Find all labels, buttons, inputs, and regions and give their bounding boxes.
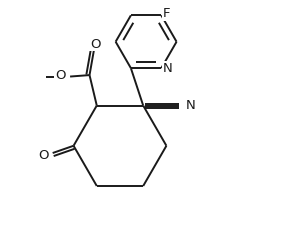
- Text: O: O: [55, 69, 66, 83]
- Text: N: N: [163, 62, 173, 75]
- Text: O: O: [90, 37, 101, 51]
- Text: N: N: [186, 99, 196, 112]
- Text: O: O: [39, 149, 49, 162]
- Text: F: F: [163, 7, 170, 20]
